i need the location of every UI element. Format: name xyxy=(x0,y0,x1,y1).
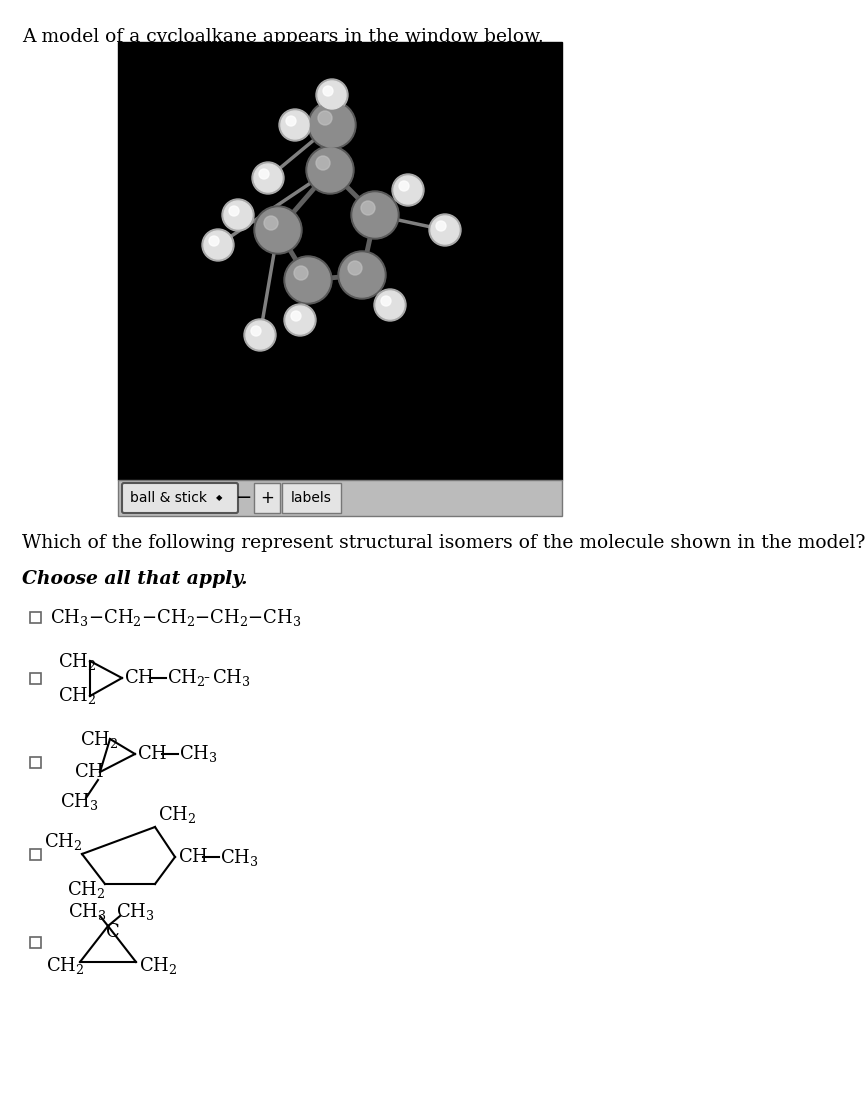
Text: labels: labels xyxy=(291,491,332,505)
Circle shape xyxy=(340,253,384,297)
Circle shape xyxy=(244,319,276,351)
Text: $\mathregular{CH_2}$: $\mathregular{CH_2}$ xyxy=(46,956,84,977)
Circle shape xyxy=(286,258,330,302)
Text: $\mathregular{CH_2}$: $\mathregular{CH_2}$ xyxy=(80,729,119,750)
Text: $\mathregular{CH_2}$: $\mathregular{CH_2}$ xyxy=(167,667,206,688)
Circle shape xyxy=(264,216,278,229)
Circle shape xyxy=(254,206,302,254)
Circle shape xyxy=(308,101,356,149)
Circle shape xyxy=(279,109,311,141)
Text: $\mathregular{CH}$: $\mathregular{CH}$ xyxy=(124,670,155,687)
Circle shape xyxy=(251,326,261,336)
Circle shape xyxy=(202,229,234,261)
Bar xyxy=(118,480,562,516)
Circle shape xyxy=(376,291,404,319)
Circle shape xyxy=(306,146,354,194)
Text: A model of a cycloalkane appears in the window below.: A model of a cycloalkane appears in the … xyxy=(22,28,543,46)
Circle shape xyxy=(429,214,461,246)
Circle shape xyxy=(316,79,348,111)
Text: $\mathregular{CH_3}$: $\mathregular{CH_3}$ xyxy=(116,900,155,921)
Circle shape xyxy=(318,111,332,125)
Circle shape xyxy=(291,311,301,321)
Bar xyxy=(30,937,41,948)
Circle shape xyxy=(361,201,375,215)
Circle shape xyxy=(381,296,391,306)
Circle shape xyxy=(308,148,352,192)
Circle shape xyxy=(323,86,333,96)
FancyBboxPatch shape xyxy=(282,483,341,514)
Text: $\mathregular{CH}$: $\mathregular{CH}$ xyxy=(137,745,168,763)
Text: Choose all that apply.: Choose all that apply. xyxy=(22,570,247,588)
Text: $\mathregular{C}$: $\mathregular{C}$ xyxy=(105,924,120,941)
Circle shape xyxy=(310,102,354,147)
Circle shape xyxy=(399,180,409,190)
Circle shape xyxy=(286,116,296,126)
Circle shape xyxy=(374,289,406,321)
Circle shape xyxy=(246,321,274,349)
Text: $\mathregular{CH_3}$: $\mathregular{CH_3}$ xyxy=(220,847,259,868)
Text: $\mathregular{CH_2}$: $\mathregular{CH_2}$ xyxy=(58,651,96,672)
Circle shape xyxy=(222,199,254,231)
Text: +: + xyxy=(260,489,274,507)
Circle shape xyxy=(284,256,332,304)
Circle shape xyxy=(353,193,397,237)
Circle shape xyxy=(318,81,346,109)
Text: ball & stick: ball & stick xyxy=(129,491,207,505)
Circle shape xyxy=(338,251,386,299)
Circle shape xyxy=(256,208,300,252)
Text: $\mathregular{CH_2}$: $\mathregular{CH_2}$ xyxy=(158,804,196,825)
Text: Which of the following represent structural isomers of the molecule shown in the: Which of the following represent structu… xyxy=(22,534,865,553)
Circle shape xyxy=(281,111,309,139)
Circle shape xyxy=(286,306,314,334)
FancyBboxPatch shape xyxy=(122,483,238,514)
Text: $\mathregular{CH_3}$: $\mathregular{CH_3}$ xyxy=(60,792,99,812)
Text: −: − xyxy=(236,489,253,508)
Bar xyxy=(30,756,41,768)
Circle shape xyxy=(254,164,282,192)
Bar xyxy=(118,42,562,480)
Circle shape xyxy=(229,206,239,216)
Circle shape xyxy=(394,176,422,204)
Circle shape xyxy=(436,221,446,231)
Text: $\mathregular{CH_3}$: $\mathregular{CH_3}$ xyxy=(68,900,107,921)
Circle shape xyxy=(252,162,284,194)
Text: $\mathregular{CH}$: $\mathregular{CH}$ xyxy=(74,763,104,781)
Text: -: - xyxy=(203,670,209,687)
Bar xyxy=(30,849,41,860)
Circle shape xyxy=(284,304,316,336)
Text: $\mathregular{CH}$: $\mathregular{CH}$ xyxy=(178,848,208,866)
Circle shape xyxy=(209,236,219,246)
Circle shape xyxy=(204,231,232,258)
Circle shape xyxy=(259,169,269,179)
Circle shape xyxy=(392,174,424,206)
Bar xyxy=(30,612,41,623)
Circle shape xyxy=(348,261,362,275)
Text: $\mathregular{CH_3}$: $\mathregular{CH_3}$ xyxy=(179,743,218,764)
Text: $\mathregular{CH_2}$: $\mathregular{CH_2}$ xyxy=(67,879,106,900)
Circle shape xyxy=(224,201,252,229)
Text: $\mathregular{CH_2}$: $\mathregular{CH_2}$ xyxy=(139,956,178,977)
Circle shape xyxy=(431,216,459,244)
Text: $\mathregular{CH_3}$$-$$\mathregular{CH_2}$$-$$\mathregular{CH_2}$$-$$\mathregul: $\mathregular{CH_3}$$-$$\mathregular{CH_… xyxy=(50,606,302,627)
Text: $\mathregular{CH_2}$: $\mathregular{CH_2}$ xyxy=(58,685,96,706)
Circle shape xyxy=(351,190,399,240)
Bar xyxy=(30,673,41,684)
Text: $\mathregular{CH_3}$: $\mathregular{CH_3}$ xyxy=(212,667,251,688)
Circle shape xyxy=(316,156,330,170)
FancyBboxPatch shape xyxy=(254,483,280,514)
Text: $\mathregular{CH_2}$: $\mathregular{CH_2}$ xyxy=(44,831,82,852)
Text: ◆: ◆ xyxy=(216,494,222,502)
Circle shape xyxy=(294,266,308,280)
